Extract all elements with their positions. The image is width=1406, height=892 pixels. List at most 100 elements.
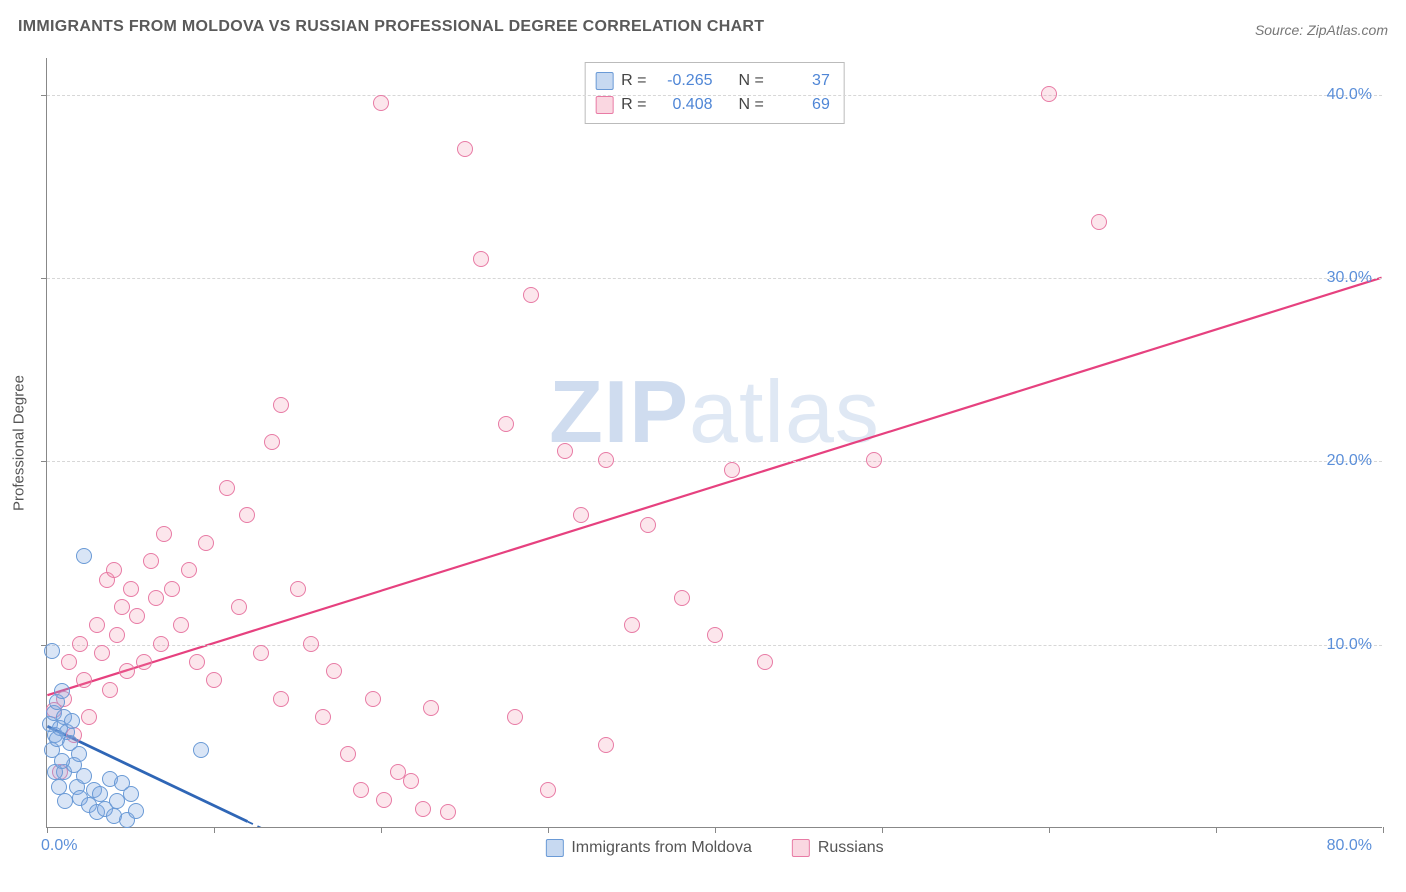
data-point-blue bbox=[44, 643, 60, 659]
legend-item-blue: Immigrants from Moldova bbox=[545, 839, 752, 857]
trend-line bbox=[248, 822, 315, 827]
data-point-pink bbox=[89, 617, 105, 633]
data-point-pink bbox=[231, 599, 247, 615]
data-point-pink bbox=[81, 709, 97, 725]
data-point-pink bbox=[189, 654, 205, 670]
data-point-pink bbox=[61, 654, 77, 670]
data-point-pink bbox=[164, 581, 180, 597]
data-point-pink bbox=[473, 251, 489, 267]
data-point-pink bbox=[1041, 86, 1057, 102]
data-point-pink bbox=[198, 535, 214, 551]
data-point-pink bbox=[206, 672, 222, 688]
data-point-pink bbox=[598, 452, 614, 468]
data-point-pink bbox=[624, 617, 640, 633]
data-point-pink bbox=[239, 507, 255, 523]
data-point-pink bbox=[353, 782, 369, 798]
data-point-pink bbox=[724, 462, 740, 478]
swatch-pink bbox=[792, 839, 810, 857]
data-point-pink bbox=[303, 636, 319, 652]
data-point-pink bbox=[273, 397, 289, 413]
data-point-pink bbox=[264, 434, 280, 450]
data-point-blue bbox=[64, 713, 80, 729]
data-point-pink bbox=[598, 737, 614, 753]
r-label: R = bbox=[621, 93, 646, 117]
data-point-pink bbox=[326, 663, 342, 679]
data-point-pink bbox=[440, 804, 456, 820]
y-tick-mark bbox=[41, 278, 47, 279]
data-point-pink bbox=[119, 663, 135, 679]
x-tick-mark bbox=[47, 827, 48, 833]
data-point-pink bbox=[415, 801, 431, 817]
n-value-pink: 69 bbox=[772, 93, 830, 117]
y-tick-mark bbox=[41, 95, 47, 96]
watermark-atlas: atlas bbox=[689, 362, 880, 461]
data-point-blue bbox=[57, 793, 73, 809]
x-tick-mark bbox=[882, 827, 883, 833]
r-value-pink: 0.408 bbox=[655, 93, 713, 117]
data-point-blue bbox=[49, 731, 65, 747]
source-attribution: Source: ZipAtlas.com bbox=[1255, 22, 1388, 38]
data-point-blue bbox=[193, 742, 209, 758]
data-point-pink bbox=[674, 590, 690, 606]
data-point-pink bbox=[219, 480, 235, 496]
swatch-blue bbox=[595, 72, 613, 90]
stats-row-pink: R = 0.408 N = 69 bbox=[595, 93, 830, 117]
trend-lines-svg bbox=[47, 58, 1382, 827]
data-point-pink bbox=[403, 773, 419, 789]
stats-row-blue: R = -0.265 N = 37 bbox=[595, 69, 830, 93]
x-tick-mark bbox=[381, 827, 382, 833]
data-point-pink bbox=[102, 682, 118, 698]
data-point-pink bbox=[173, 617, 189, 633]
data-point-pink bbox=[557, 443, 573, 459]
data-point-blue bbox=[128, 803, 144, 819]
chart-title: IMMIGRANTS FROM MOLDOVA VS RUSSIAN PROFE… bbox=[18, 18, 764, 36]
data-point-pink bbox=[540, 782, 556, 798]
legend-label-blue: Immigrants from Moldova bbox=[571, 839, 752, 857]
data-point-pink bbox=[373, 95, 389, 111]
plot-area: Professional Degree ZIPatlas R = -0.265 … bbox=[46, 58, 1382, 828]
data-point-pink bbox=[866, 452, 882, 468]
data-point-pink bbox=[340, 746, 356, 762]
data-point-blue bbox=[123, 786, 139, 802]
gridline-h bbox=[47, 645, 1382, 646]
stats-legend: R = -0.265 N = 37 R = 0.408 N = 69 bbox=[584, 62, 845, 124]
swatch-pink bbox=[595, 96, 613, 114]
data-point-blue bbox=[76, 548, 92, 564]
swatch-blue bbox=[545, 839, 563, 857]
data-point-pink bbox=[315, 709, 331, 725]
data-point-pink bbox=[136, 654, 152, 670]
data-point-pink bbox=[106, 562, 122, 578]
legend-item-pink: Russians bbox=[792, 839, 884, 857]
data-point-blue bbox=[51, 779, 67, 795]
x-tick-mark bbox=[214, 827, 215, 833]
bottom-legend: Immigrants from Moldova Russians bbox=[545, 839, 883, 857]
y-tick-label: 10.0% bbox=[1327, 636, 1372, 654]
data-point-pink bbox=[707, 627, 723, 643]
n-label: N = bbox=[739, 69, 764, 93]
data-point-pink bbox=[457, 141, 473, 157]
x-tick-mark bbox=[1049, 827, 1050, 833]
data-point-pink bbox=[76, 672, 92, 688]
x-tick-mark bbox=[548, 827, 549, 833]
data-point-blue bbox=[92, 786, 108, 802]
data-point-pink bbox=[109, 627, 125, 643]
data-point-pink bbox=[498, 416, 514, 432]
x-tick-mark bbox=[1216, 827, 1217, 833]
data-point-pink bbox=[376, 792, 392, 808]
data-point-pink bbox=[523, 287, 539, 303]
n-value-blue: 37 bbox=[772, 69, 830, 93]
gridline-h bbox=[47, 95, 1382, 96]
x-tick-mark bbox=[1383, 827, 1384, 833]
gridline-h bbox=[47, 278, 1382, 279]
data-point-pink bbox=[153, 636, 169, 652]
data-point-pink bbox=[253, 645, 269, 661]
data-point-blue bbox=[54, 683, 70, 699]
x-min-label: 0.0% bbox=[41, 837, 77, 855]
data-point-pink bbox=[507, 709, 523, 725]
data-point-pink bbox=[757, 654, 773, 670]
data-point-blue bbox=[71, 746, 87, 762]
data-point-pink bbox=[181, 562, 197, 578]
data-point-pink bbox=[114, 599, 130, 615]
y-tick-label: 30.0% bbox=[1327, 269, 1372, 287]
data-point-pink bbox=[143, 553, 159, 569]
